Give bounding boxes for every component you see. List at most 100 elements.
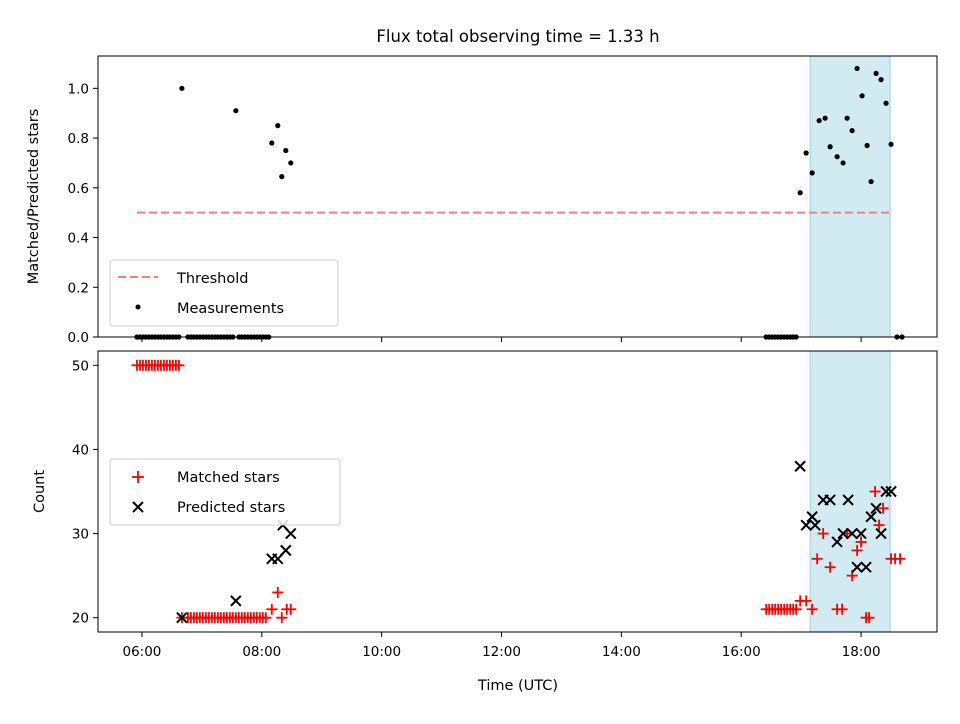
matched-star-point xyxy=(894,553,906,565)
legend-matched-swatch xyxy=(132,471,144,483)
measurement-point xyxy=(827,144,833,150)
measurement-point xyxy=(834,154,840,160)
measurement-point xyxy=(803,150,809,156)
matched-star-point xyxy=(811,553,823,565)
top-ytick-label: 0.8 xyxy=(68,131,89,147)
matched-star-point xyxy=(863,612,875,624)
top-legend: Threshold Measurements xyxy=(109,259,339,327)
x-axis-label: Time (UTC) xyxy=(477,678,558,694)
top-legend-box xyxy=(109,259,339,327)
predicted-star-point xyxy=(875,527,887,540)
measurement-point xyxy=(279,174,285,180)
matched-star-point xyxy=(266,603,278,615)
matched-star-point xyxy=(817,528,829,540)
measurement-point xyxy=(849,128,855,134)
top-y-ticks: 0.0 0.2 0.4 0.6 0.8 1.0 xyxy=(68,81,98,346)
measurement-point xyxy=(822,115,828,121)
top-ytick-label: 0.2 xyxy=(68,280,89,296)
bottom-ytick-label: 50 xyxy=(72,358,89,374)
matched-star-point xyxy=(806,603,818,615)
chart-title: Flux total observing time = 1.33 h xyxy=(376,27,659,46)
legend-predicted-swatch xyxy=(132,501,144,513)
measurement-point xyxy=(844,115,850,121)
predicted-star-point xyxy=(865,511,877,523)
matched-star-point xyxy=(836,603,848,615)
measurement-point xyxy=(288,160,294,166)
top-ytick-label: 0.4 xyxy=(68,231,89,247)
predicted-star-point xyxy=(230,595,242,607)
measurement-point xyxy=(873,70,879,77)
top-points xyxy=(134,65,905,340)
legend-matched-label: Matched stars xyxy=(177,470,280,486)
measurement-point xyxy=(854,65,860,72)
top-x-ticks xyxy=(141,337,862,342)
matched-star-point xyxy=(173,359,185,371)
xtick-label: 12:00 xyxy=(482,644,521,660)
predicted-star-point xyxy=(806,511,818,523)
bottom-panel: 20 30 40 50 06:00 08:00 10:00 12:00 14:00 16:00 1… xyxy=(32,350,938,694)
predicted-star-point xyxy=(842,494,854,506)
predicted-star-point xyxy=(800,519,812,531)
measurement-point xyxy=(888,141,894,147)
predicted-star-point xyxy=(855,527,867,540)
measurement-point xyxy=(864,142,870,149)
top-axes-frame xyxy=(97,55,938,338)
bottom-y-ticks: 20 30 40 50 xyxy=(72,358,98,627)
bottom-ytick-label: 30 xyxy=(72,527,89,543)
predicted-star-point xyxy=(860,561,872,573)
bottom-x-ticks: 06:00 08:00 10:00 12:00 14:00 16:00 18:00 xyxy=(122,632,881,660)
matched-star-point xyxy=(272,586,284,598)
xtick-label: 14:00 xyxy=(602,644,641,660)
predicted-star-point xyxy=(885,485,897,498)
predicted-star-point xyxy=(809,519,821,531)
xtick-label: 16:00 xyxy=(722,644,761,660)
predicted-star-point xyxy=(285,527,297,540)
bottom-ytick-label: 20 xyxy=(72,611,89,627)
bottom-axes-frame xyxy=(97,350,938,633)
matched-star-point xyxy=(851,544,863,556)
legend-measurements-label: Measurements xyxy=(177,301,284,317)
matched-star-point xyxy=(800,595,812,607)
predicted-star-point xyxy=(846,527,858,540)
matched-star-point xyxy=(873,519,885,531)
measurement-point xyxy=(797,190,803,196)
bottom-legend: Matched stars Predicted stars xyxy=(109,458,341,526)
predicted-star-point xyxy=(837,527,849,540)
measurement-point xyxy=(283,147,289,154)
matched-star-point xyxy=(869,486,881,497)
measurement-point xyxy=(809,170,815,176)
top-ytick-label: 0.0 xyxy=(68,330,89,346)
predicted-star-point xyxy=(794,460,806,472)
measurement-point xyxy=(275,123,281,129)
top-highlight-span xyxy=(809,55,891,338)
bottom-y-axis-label: Count xyxy=(32,470,48,513)
predicted-star-point xyxy=(870,502,882,515)
measurement-point xyxy=(269,140,275,146)
predicted-star-point xyxy=(176,611,188,624)
predicted-star-point xyxy=(824,494,836,506)
measurement-point xyxy=(878,77,884,83)
xtick-label: 10:00 xyxy=(362,644,401,660)
bottom-legend-box xyxy=(109,458,341,526)
legend-measurements-swatch xyxy=(135,304,141,310)
matched-star-point xyxy=(855,536,867,548)
bottom-points xyxy=(131,359,906,624)
matched-star-point xyxy=(877,502,889,514)
predicted-star-point xyxy=(880,485,892,498)
xtick-label: 08:00 xyxy=(242,644,281,660)
measurement-point xyxy=(868,178,874,185)
bottom-ytick-label: 40 xyxy=(72,442,89,458)
matched-star-point xyxy=(276,612,288,624)
measurement-point xyxy=(233,108,239,114)
matched-star-point xyxy=(260,612,272,624)
legend-threshold-label: Threshold xyxy=(176,271,248,287)
predicted-star-point xyxy=(831,536,843,548)
top-ytick-label: 1.0 xyxy=(68,81,89,97)
xtick-label: 18:00 xyxy=(842,644,881,660)
measurement-point xyxy=(883,100,889,106)
matched-star-point xyxy=(824,561,836,573)
measurement-point xyxy=(859,93,865,99)
measurement-point xyxy=(816,118,822,124)
matched-star-point xyxy=(790,603,802,615)
top-ytick-label: 0.6 xyxy=(68,181,89,197)
